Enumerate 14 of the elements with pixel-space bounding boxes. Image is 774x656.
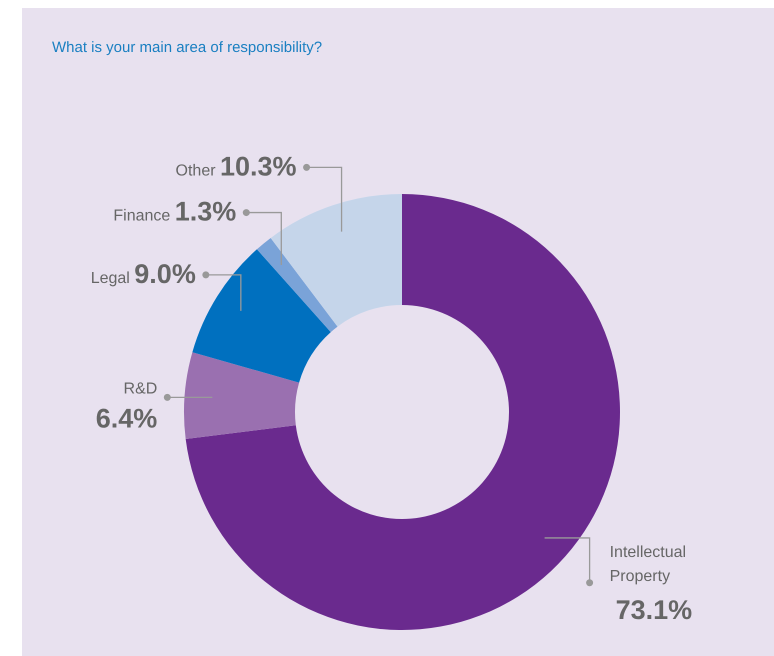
data-label: 6.4% xyxy=(96,403,158,434)
slice-label: Finance xyxy=(113,208,175,225)
data-label: 73.1% xyxy=(616,594,692,625)
chart-title: What is your main area of responsibility? xyxy=(52,39,322,56)
slice-label: Other xyxy=(176,162,220,180)
slice-label: Legal xyxy=(90,270,134,287)
data-label: 10.3% xyxy=(220,151,297,182)
slice-label: Intellectual Property xyxy=(610,544,686,585)
donut-slice xyxy=(270,194,402,327)
data-label: 1.3% xyxy=(174,196,236,227)
donut-slice xyxy=(184,352,300,439)
donut-slice xyxy=(256,238,338,332)
data-label: 9.0% xyxy=(134,258,196,289)
slice-label: R&D xyxy=(124,380,158,398)
